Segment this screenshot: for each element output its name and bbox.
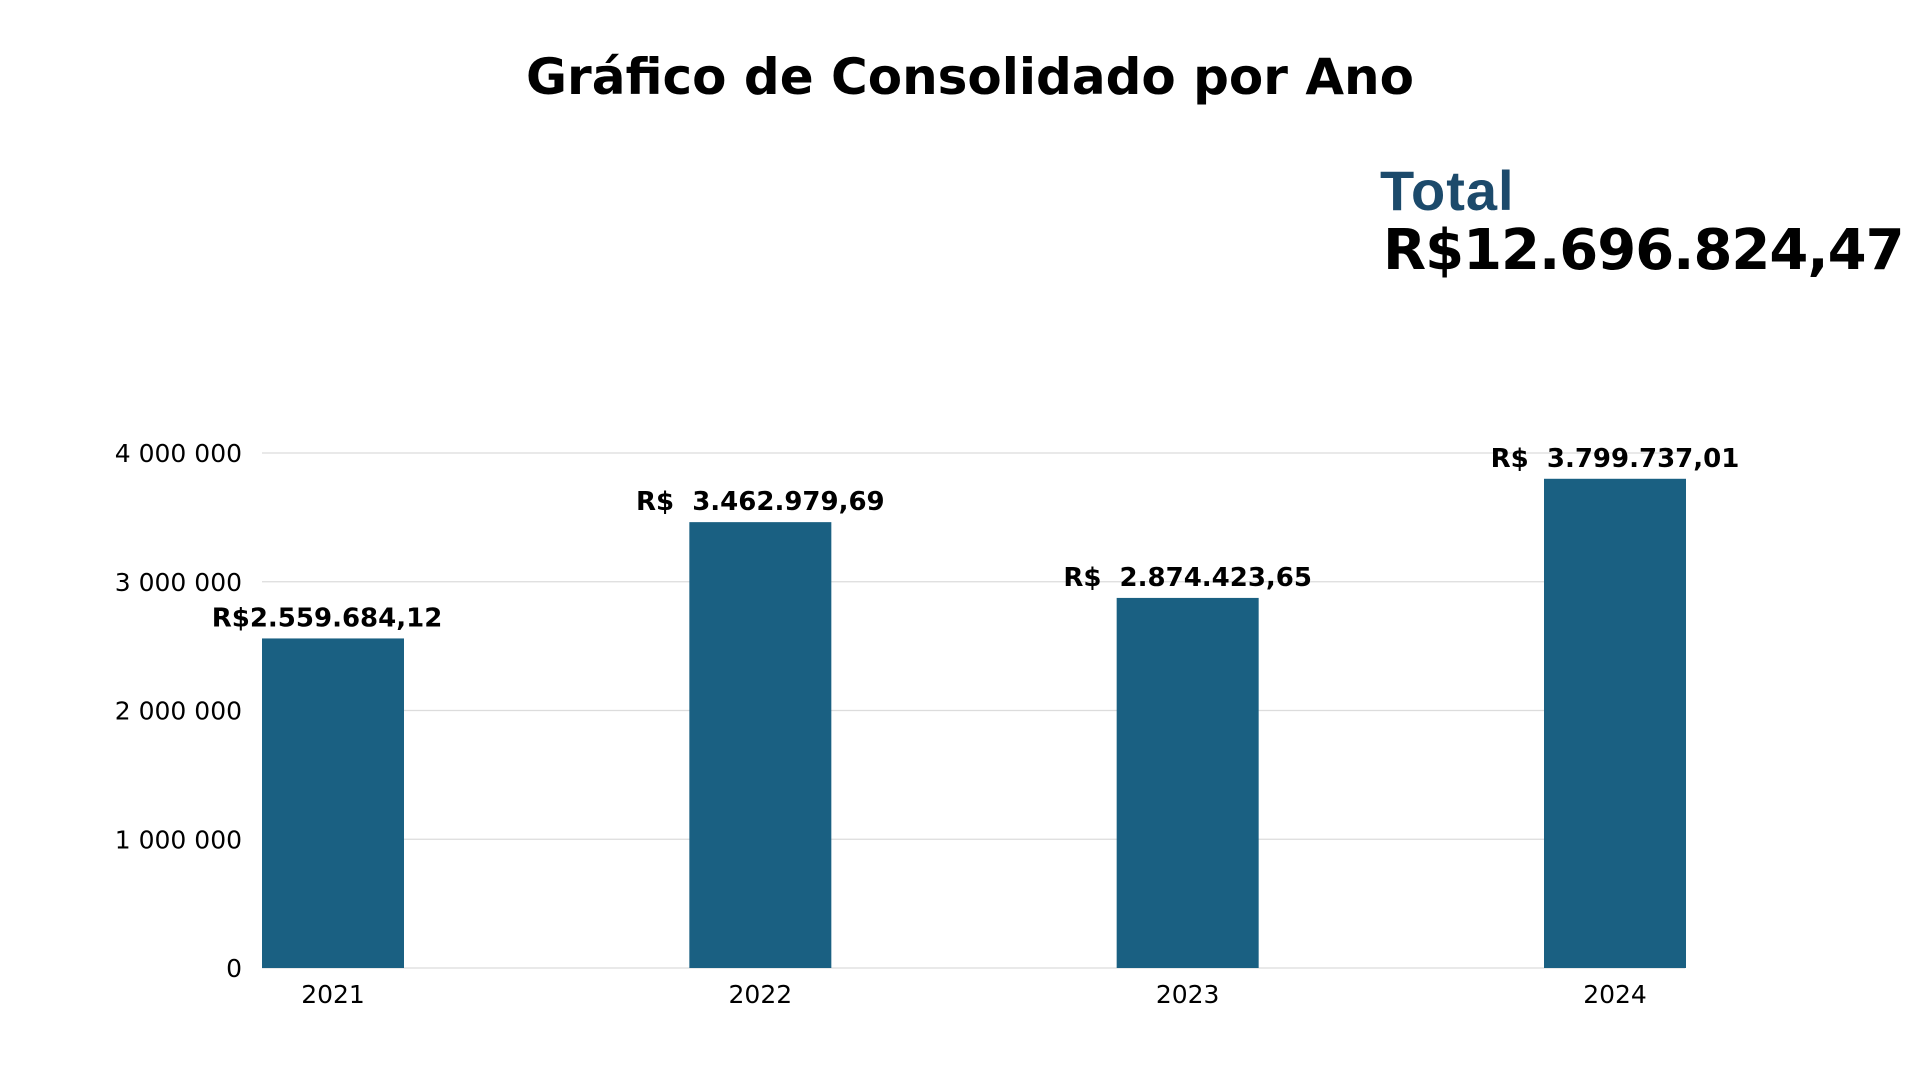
- x-axis-ticks: 2021 2022 2023 2024: [301, 980, 1647, 1009]
- total-label: Total: [1380, 159, 1515, 222]
- data-label: R$ 2.874.423,65: [1063, 563, 1312, 593]
- y-axis-ticks: 0 1 000 000 2 000 000 3 000 000 4 000 000: [115, 439, 242, 983]
- y-tick-label: 3 000 000: [115, 568, 242, 597]
- y-tick-label: 2 000 000: [115, 697, 242, 726]
- y-tick-label: 1 000 000: [115, 825, 242, 854]
- bar-2023: [1116, 597, 1259, 968]
- y-tick-label: 0: [226, 954, 242, 983]
- grid-lines: [262, 452, 1685, 969]
- data-labels: R$2.559.684,12 R$ 3.462.979,69 R$ 2.874.42…: [212, 444, 1740, 634]
- x-tick-label: 2021: [301, 980, 365, 1009]
- data-label: R$2.559.684,12: [212, 603, 443, 633]
- y-tick-label: 4 000 000: [115, 439, 242, 468]
- x-tick-label: 2023: [1156, 980, 1220, 1009]
- data-label: R$ 3.799.737,01: [1491, 444, 1740, 474]
- x-tick-label: 2024: [1583, 980, 1647, 1009]
- bars: [262, 478, 1686, 968]
- bar-2024: [1544, 478, 1686, 968]
- data-label: R$ 3.462.979,69: [636, 487, 885, 517]
- bar-2021: [262, 638, 404, 968]
- chart-title: Gráfico de Consolidado por Ano: [526, 48, 1414, 106]
- x-tick-label: 2022: [729, 980, 793, 1009]
- bar-2022: [689, 522, 832, 968]
- total-value: R$12.696.824,47: [1383, 218, 1905, 283]
